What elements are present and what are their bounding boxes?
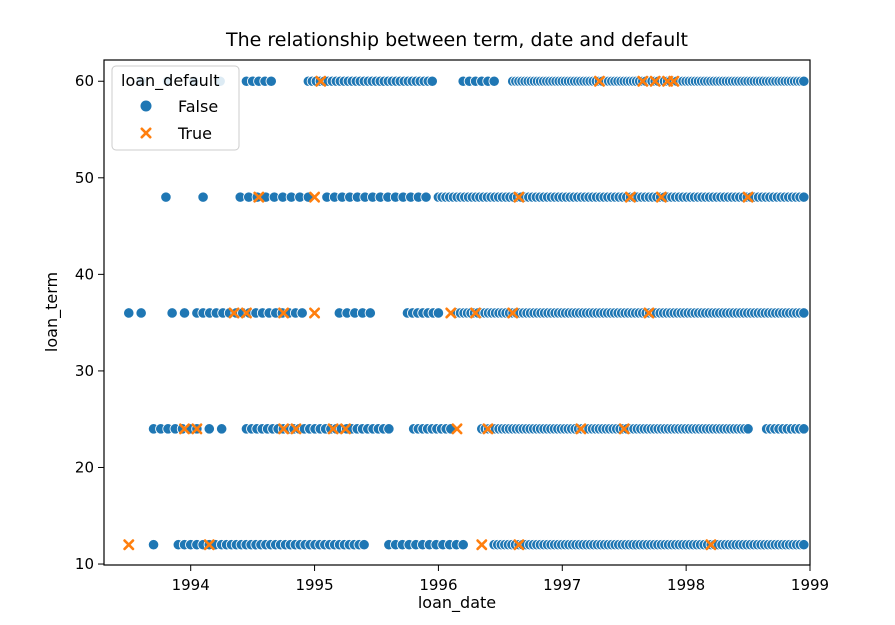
legend-title: loan_default: [121, 71, 219, 91]
point-true: [240, 307, 252, 319]
point-true: [742, 191, 754, 203]
point-false: [197, 191, 209, 203]
point-true: [123, 539, 135, 551]
point-true: [309, 307, 321, 319]
y-tick-label: 10: [75, 555, 94, 573]
point-true: [191, 423, 203, 435]
point-true: [290, 423, 302, 435]
point-true: [593, 75, 605, 87]
point-true: [179, 423, 191, 435]
point-false: [135, 307, 147, 319]
point-false: [178, 307, 191, 319]
point-false: [358, 539, 370, 551]
point-false: [798, 423, 810, 435]
x-axis: 1994 1995 1996 1997 1998 1999: [172, 565, 829, 594]
point-false: [488, 75, 500, 87]
chart-title: The relationship between term, date and …: [225, 29, 688, 51]
point-false: [216, 423, 228, 435]
point-true: [507, 307, 519, 319]
point-true: [445, 307, 457, 319]
point-false: [123, 307, 135, 319]
point-false: [426, 75, 438, 87]
point-false: [432, 307, 445, 319]
point-false: [296, 307, 308, 319]
point-true: [637, 75, 649, 87]
point-true: [476, 539, 488, 551]
point-true: [618, 423, 630, 435]
point-true: [575, 423, 587, 435]
point-false: [166, 307, 178, 319]
point-false: [364, 307, 376, 319]
point-true: [309, 191, 321, 203]
point-true: [624, 191, 636, 203]
legend-marker-true: [140, 127, 152, 139]
data-points: [123, 75, 810, 551]
point-true: [451, 423, 463, 435]
point-true: [470, 307, 482, 319]
point-false: [798, 191, 810, 203]
point-true: [228, 307, 240, 319]
point-true: [668, 75, 680, 87]
point-false: [160, 191, 172, 203]
plot-area: [103, 59, 811, 566]
point-false: [798, 539, 810, 551]
point-true: [643, 307, 655, 319]
point-false: [420, 191, 432, 203]
legend-entry-false: False: [178, 97, 218, 116]
legend-marker-true-glyph: [140, 127, 152, 139]
point-true: [705, 539, 717, 551]
x-tick-label: 1999: [791, 576, 829, 594]
y-axis-label: loan_term: [42, 272, 62, 352]
x-tick-label: 1998: [667, 576, 705, 594]
y-axis: 10 20 30 40 50 60: [75, 72, 104, 573]
point-false: [798, 75, 810, 87]
point-true: [655, 191, 667, 203]
point-true: [327, 423, 339, 435]
point-true: [340, 423, 352, 435]
point-false: [265, 75, 277, 87]
point-false: [383, 423, 395, 435]
x-tick-label: 1997: [543, 576, 581, 594]
y-tick-label: 50: [75, 169, 94, 187]
legend-entry-true: True: [177, 124, 212, 143]
point-false: [798, 307, 810, 319]
point-true: [513, 539, 525, 551]
y-tick-label: 20: [75, 458, 94, 476]
x-tick-label: 1996: [419, 576, 457, 594]
point-true: [253, 191, 265, 203]
legend: loan_default False True: [111, 65, 240, 151]
y-tick-label: 40: [75, 265, 94, 283]
point-false: [203, 423, 215, 435]
point-true: [203, 539, 215, 551]
point-false: [742, 423, 754, 435]
point-true: [278, 307, 290, 319]
legend-marker-false: [140, 100, 152, 112]
point-true: [482, 423, 494, 435]
point-true: [513, 191, 525, 203]
point-false: [147, 539, 160, 551]
y-tick-label: 30: [75, 362, 94, 380]
point-true: [278, 423, 290, 435]
point-true: [649, 75, 661, 87]
y-tick-label: 60: [75, 72, 94, 90]
point-false: [457, 539, 469, 551]
x-tick-label: 1995: [295, 576, 333, 594]
point-true: [315, 75, 327, 87]
x-tick-label: 1994: [172, 576, 210, 594]
x-axis-label: loan_date: [418, 593, 496, 613]
